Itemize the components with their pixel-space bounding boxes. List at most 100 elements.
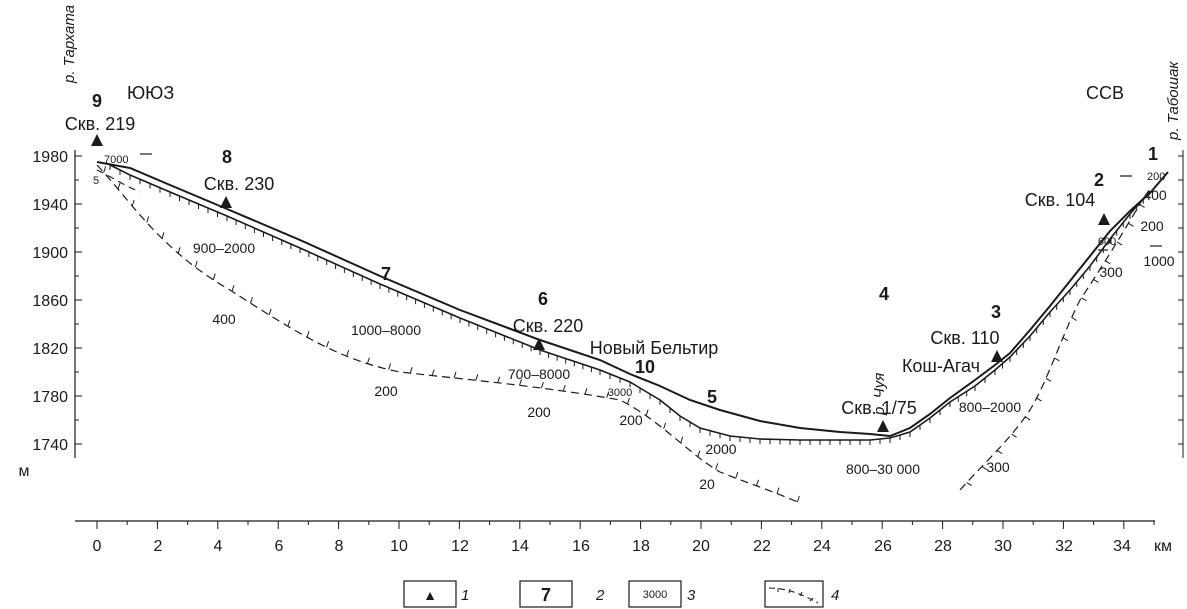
value-label: 700–8000 xyxy=(508,366,571,382)
y-tick-label: 1780 xyxy=(32,389,68,406)
legend-symbol-hatching xyxy=(777,588,814,602)
value-label: 3000 xyxy=(608,387,632,399)
x-tick-label: 32 xyxy=(1055,538,1073,555)
place-kosh-agach: Кош-Агач xyxy=(902,356,980,376)
section-number: 7 xyxy=(381,264,391,284)
place-novy-beltir: Новый Бельтир xyxy=(590,338,719,358)
well-number: 9 xyxy=(92,91,102,111)
legend-box-4 xyxy=(764,580,824,608)
legend-index: 4 xyxy=(831,587,839,604)
x-tick-label: 22 xyxy=(753,538,771,555)
river-middle-label: р. Чуя xyxy=(871,373,888,416)
well-label: Скв. 230 xyxy=(204,174,274,194)
river-right-label: р. Табошак xyxy=(1165,61,1182,141)
legend-symbol-well: ▲ xyxy=(423,587,437,603)
x-tick-label: 24 xyxy=(813,538,831,555)
x-tick-label: 18 xyxy=(632,538,650,555)
well-label: Скв. 220 xyxy=(513,316,583,336)
legend-box-1 xyxy=(403,580,457,608)
value-label: 1000 xyxy=(1143,253,1174,269)
x-tick-marks xyxy=(96,521,1155,529)
section-number: 10 xyxy=(635,357,655,377)
value-label: 900–2000 xyxy=(193,240,256,256)
y-unit-label: м xyxy=(19,463,30,480)
well-label: Скв. 104 xyxy=(1025,190,1095,210)
river-left-label: р. Тархата xyxy=(61,5,78,84)
near-well-boundary xyxy=(96,169,141,193)
x-tick-label: 12 xyxy=(451,538,469,555)
value-label: 600 xyxy=(1098,236,1116,248)
well-number: 2 xyxy=(1094,170,1104,190)
x-tick-label: 10 xyxy=(390,538,408,555)
section-number: 4 xyxy=(879,284,889,304)
legend-symbol-section: 7 xyxy=(541,585,551,605)
value-label: 200 xyxy=(527,404,551,420)
value-label: 7000 xyxy=(104,154,128,166)
legend-symbol-boundary xyxy=(768,587,819,604)
well-number: 6 xyxy=(538,289,548,309)
x-tick-label: 26 xyxy=(874,538,892,555)
legend-box-3 xyxy=(628,580,682,608)
x-tick-label: 6 xyxy=(275,538,284,555)
legend-box-2 xyxy=(519,580,573,608)
direction-right: ССВ xyxy=(1086,83,1124,103)
x-tick-label: 16 xyxy=(572,538,590,555)
value-label: 800–2000 xyxy=(959,399,1022,415)
well-marker-219 xyxy=(91,134,103,146)
y-tick-label: 1900 xyxy=(32,245,68,262)
value-label: 200 xyxy=(1147,171,1165,183)
value-label: 300 xyxy=(986,459,1010,475)
section-number: 5 xyxy=(707,387,717,407)
well-number: 8 xyxy=(222,147,232,167)
deep-boundary-left xyxy=(96,164,801,504)
value-label: 200 xyxy=(619,412,643,428)
x-tick-label: 4 xyxy=(214,538,223,555)
well-marker-220 xyxy=(533,338,545,350)
x-tick-label: 34 xyxy=(1113,538,1131,555)
x-tick-label: 8 xyxy=(335,538,344,555)
x-tick-label: 0 xyxy=(93,538,102,555)
legend-index: 2 xyxy=(595,587,605,604)
well-marker-230 xyxy=(220,196,232,208)
y-tick-label: 1940 xyxy=(32,197,68,214)
well-marker-175 xyxy=(877,420,889,432)
x-tick-label: 2 xyxy=(154,538,163,555)
aquifer-top-hatching xyxy=(109,165,1144,445)
direction-left: ЮЮЗ xyxy=(127,83,174,103)
value-label: 800–30 000 xyxy=(846,461,920,477)
ground-surface-line xyxy=(96,161,1169,438)
value-label: 200 xyxy=(374,383,398,399)
well-label: Скв. 1/75 xyxy=(841,398,916,418)
well-marker-110 xyxy=(991,350,1003,362)
deep-boundary-right xyxy=(959,194,1146,491)
x-tick-label: 28 xyxy=(934,538,952,555)
y-tick-label: 1860 xyxy=(32,293,68,310)
well-marker-104 xyxy=(1098,213,1110,225)
deep-boundary-left-hatching xyxy=(103,166,800,503)
y-tick-label: 1820 xyxy=(32,341,68,358)
x-tick-label: 30 xyxy=(994,538,1012,555)
y-tick-marks xyxy=(75,155,1183,445)
x-tick-label: 20 xyxy=(692,538,710,555)
x-unit-label: км xyxy=(1154,538,1172,555)
y-tick-label: 1740 xyxy=(32,437,68,454)
section-number: 1 xyxy=(1148,144,1158,164)
y-tick-label: 1980 xyxy=(32,149,68,166)
x-tick-label: 14 xyxy=(511,538,529,555)
legend: ▲ 1 7 2 3000 3 4 xyxy=(403,580,839,608)
value-label: 400 xyxy=(212,311,236,327)
value-label: 5 xyxy=(93,175,99,187)
legend-symbol-value: 3000 xyxy=(643,589,667,601)
legend-index: 3 xyxy=(687,587,696,604)
well-label: Скв. 110 xyxy=(930,328,999,348)
value-label: 400 xyxy=(1143,187,1167,203)
well-label: Скв. 219 xyxy=(65,114,135,134)
legend-index: 1 xyxy=(461,587,469,604)
well-number: 3 xyxy=(991,302,1001,322)
value-label: 300 xyxy=(1099,264,1123,280)
value-label: 20 xyxy=(699,476,715,492)
value-label: 2000 xyxy=(705,441,736,457)
deep-boundary-right-hatching xyxy=(966,203,1145,487)
value-label: 200 xyxy=(1140,218,1164,234)
